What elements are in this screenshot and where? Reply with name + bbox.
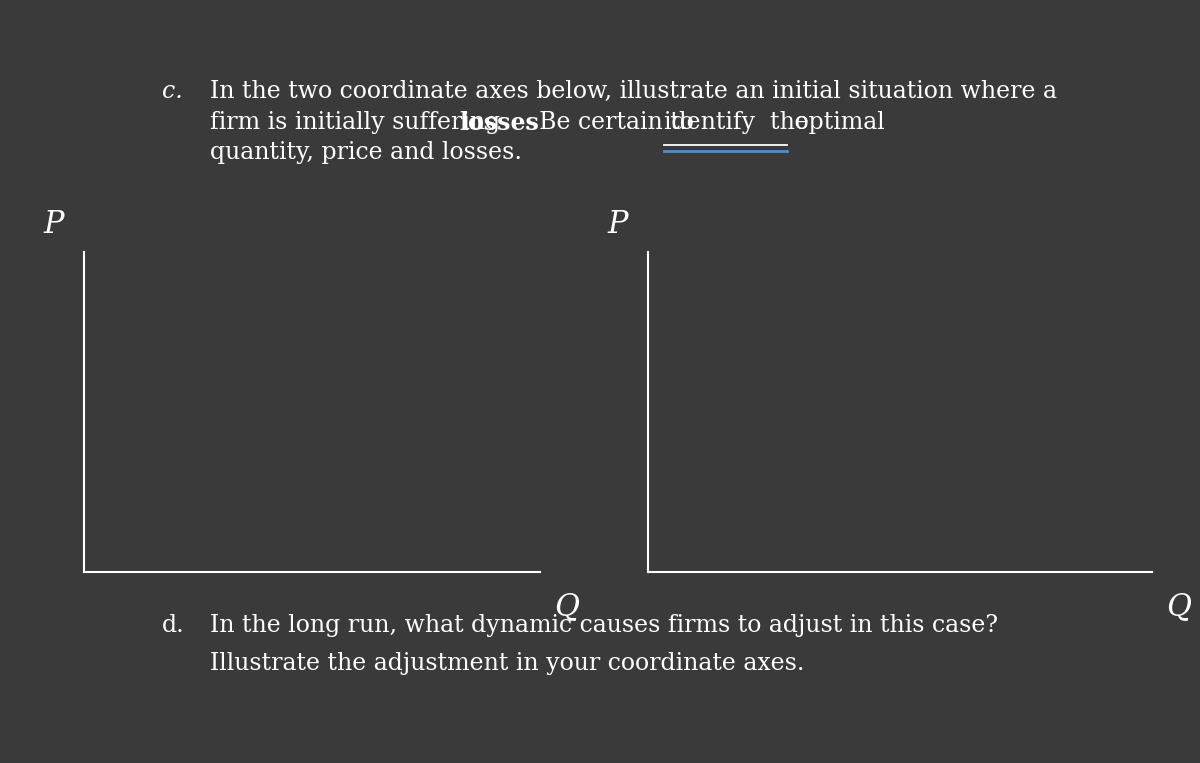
- Text: identify  the: identify the: [664, 111, 809, 134]
- Text: losses: losses: [460, 111, 540, 134]
- Text: Illustrate the adjustment in your coordinate axes.: Illustrate the adjustment in your coordi…: [210, 652, 804, 675]
- Text: firm is initially suffering: firm is initially suffering: [210, 111, 508, 134]
- Text: d.: d.: [162, 614, 185, 637]
- Text: Q: Q: [554, 591, 580, 623]
- Text: . Be certain to: . Be certain to: [524, 111, 702, 134]
- Text: P: P: [607, 209, 629, 240]
- Text: In the long run, what dynamic causes firms to adjust in this case?: In the long run, what dynamic causes fir…: [210, 614, 998, 637]
- Text: quantity, price and losses.: quantity, price and losses.: [210, 141, 522, 164]
- Text: P: P: [43, 209, 65, 240]
- Text: optimal: optimal: [787, 111, 884, 134]
- Text: In the two coordinate axes below, illustrate an initial situation where a: In the two coordinate axes below, illust…: [210, 80, 1057, 103]
- Text: c.: c.: [162, 80, 182, 103]
- Text: Q: Q: [1166, 591, 1192, 623]
